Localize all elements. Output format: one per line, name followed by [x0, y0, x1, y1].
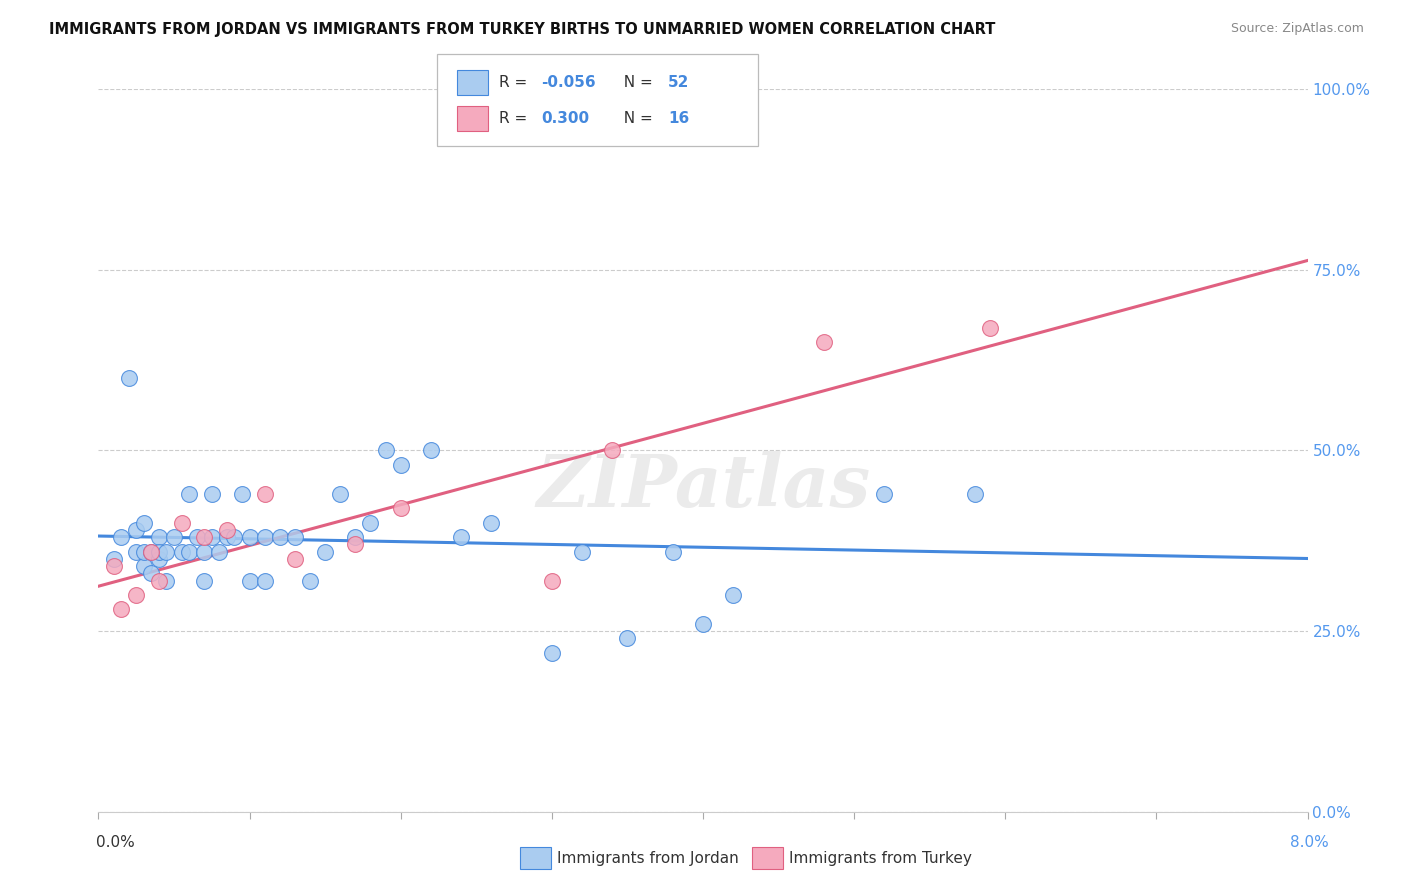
Point: [602, 443, 624, 458]
Point: [125, 544, 148, 558]
Text: R =: R =: [499, 112, 537, 126]
Point: [170, 516, 193, 530]
Text: Immigrants from Jordan: Immigrants from Jordan: [557, 851, 738, 865]
Point: [141, 544, 163, 558]
Text: 0.0%: 0.0%: [96, 836, 135, 850]
Point: [148, 551, 170, 566]
Point: [132, 516, 155, 530]
Point: [374, 443, 396, 458]
Point: [420, 443, 443, 458]
Point: [186, 530, 208, 544]
Point: [450, 530, 472, 544]
Point: [344, 537, 367, 551]
Point: [215, 530, 238, 544]
Point: [208, 544, 231, 558]
Point: [873, 487, 896, 501]
Point: [253, 530, 276, 544]
Point: [132, 559, 155, 574]
Point: [110, 602, 132, 616]
Point: [344, 530, 367, 544]
Text: Immigrants from Turkey: Immigrants from Turkey: [789, 851, 972, 865]
Point: [148, 574, 170, 588]
Point: [540, 646, 562, 660]
Point: [239, 530, 262, 544]
Point: [118, 371, 141, 385]
Text: -0.056: -0.056: [541, 76, 596, 90]
Point: [155, 544, 177, 558]
Point: [179, 487, 201, 501]
Point: [253, 487, 276, 501]
Point: [193, 530, 215, 544]
Text: 8.0%: 8.0%: [1289, 836, 1329, 850]
Point: [979, 320, 1001, 334]
Text: N =: N =: [614, 76, 658, 90]
Point: [481, 516, 503, 530]
Point: [110, 530, 132, 544]
Point: [201, 530, 224, 544]
Point: [132, 544, 155, 558]
Point: [201, 487, 224, 501]
Text: 52: 52: [668, 76, 689, 90]
Point: [103, 559, 125, 574]
Point: [155, 574, 177, 588]
Point: [299, 574, 322, 588]
Point: [284, 551, 307, 566]
Point: [360, 516, 382, 530]
Point: [239, 574, 262, 588]
Point: [692, 616, 714, 631]
Point: [253, 574, 276, 588]
Text: Source: ZipAtlas.com: Source: ZipAtlas.com: [1230, 22, 1364, 36]
Text: R =: R =: [499, 76, 533, 90]
Point: [269, 530, 291, 544]
Point: [103, 551, 125, 566]
Point: [148, 544, 170, 558]
Point: [389, 458, 412, 472]
Point: [193, 574, 215, 588]
Text: N =: N =: [614, 112, 658, 126]
Point: [616, 632, 638, 646]
Point: [723, 588, 745, 602]
Point: [813, 334, 835, 349]
Point: [540, 574, 562, 588]
Point: [148, 530, 170, 544]
Point: [389, 501, 412, 516]
Point: [141, 544, 163, 558]
Point: [125, 523, 148, 537]
Point: [141, 566, 163, 581]
Point: [329, 487, 352, 501]
Point: [125, 588, 148, 602]
Point: [314, 544, 336, 558]
Text: ZIPatlas: ZIPatlas: [536, 451, 870, 522]
Point: [284, 530, 307, 544]
Point: [163, 530, 186, 544]
Point: [231, 487, 253, 501]
Point: [571, 544, 593, 558]
Point: [965, 487, 987, 501]
Point: [224, 530, 246, 544]
Point: [661, 544, 683, 558]
Point: [170, 544, 193, 558]
Text: 16: 16: [668, 112, 689, 126]
Point: [193, 544, 215, 558]
Point: [215, 523, 238, 537]
Text: 0.300: 0.300: [541, 112, 589, 126]
Point: [179, 544, 201, 558]
Text: IMMIGRANTS FROM JORDAN VS IMMIGRANTS FROM TURKEY BIRTHS TO UNMARRIED WOMEN CORRE: IMMIGRANTS FROM JORDAN VS IMMIGRANTS FRO…: [49, 22, 995, 37]
